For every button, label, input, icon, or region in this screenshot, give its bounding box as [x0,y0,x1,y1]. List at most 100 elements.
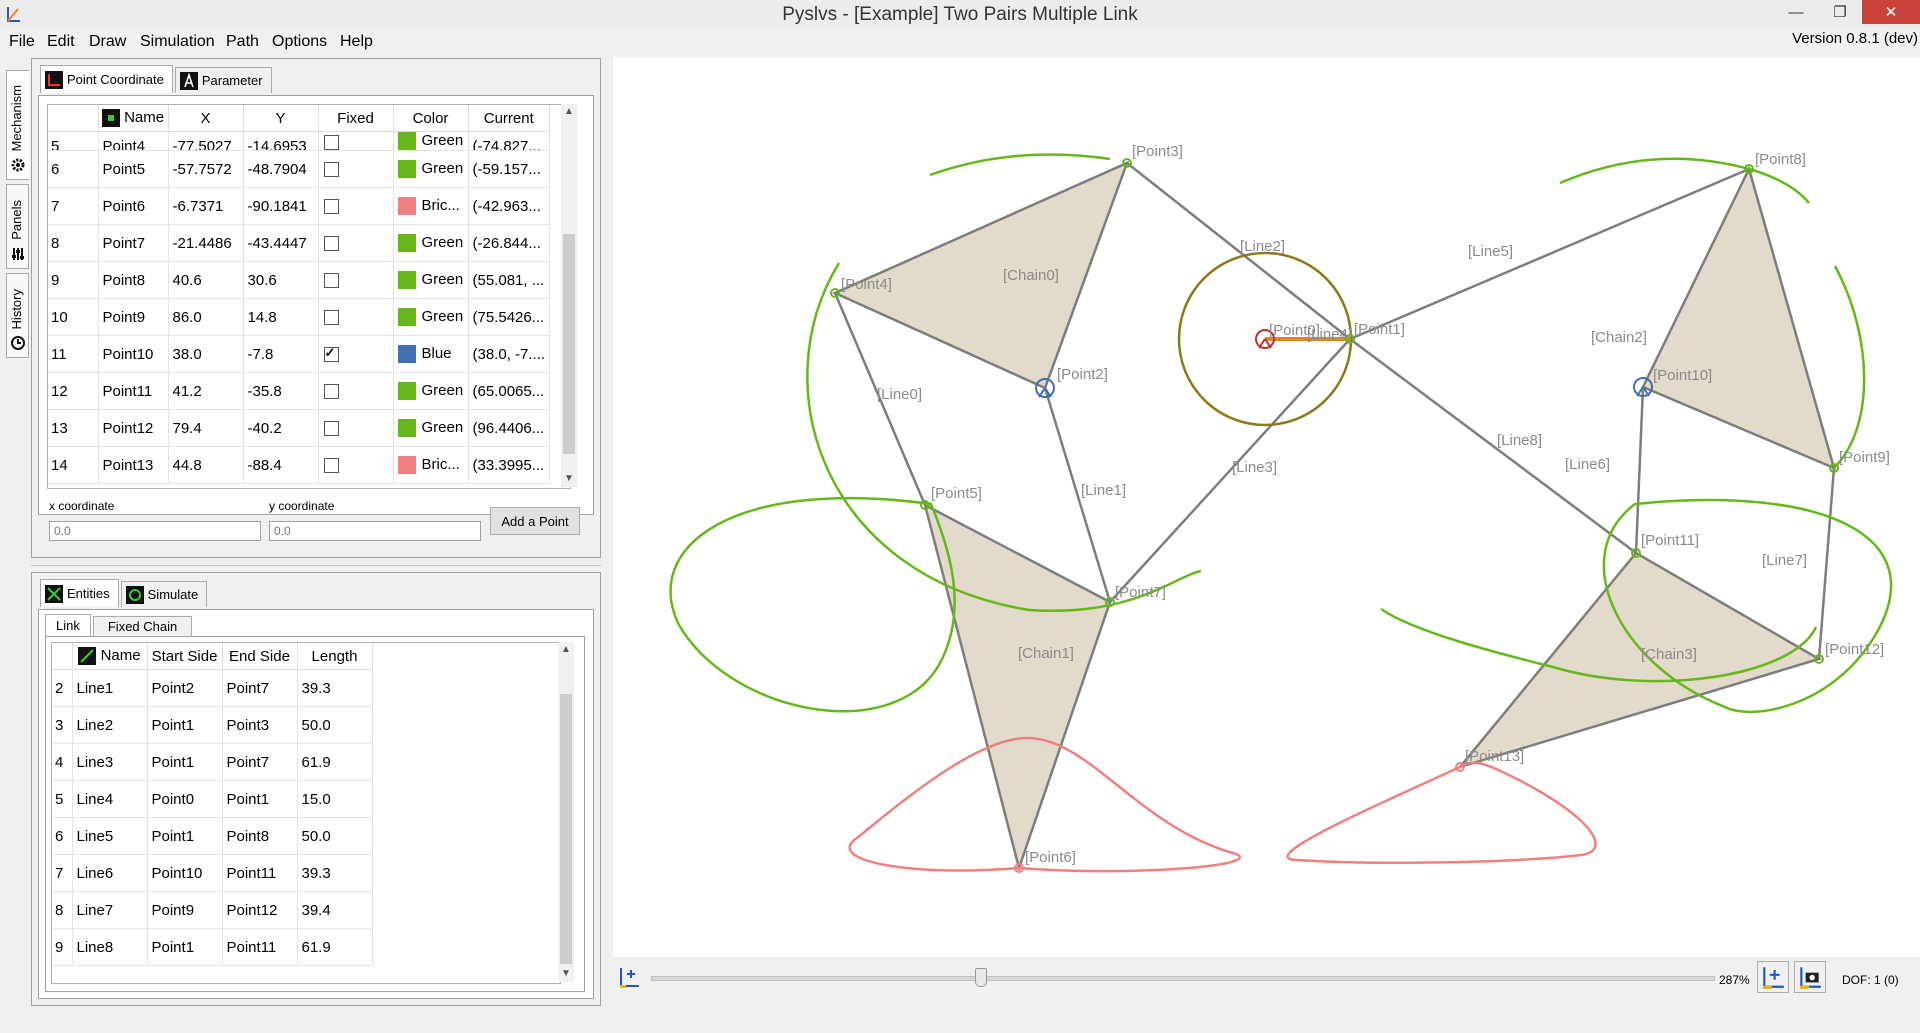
link-length-cell[interactable]: 39.3 [297,669,373,707]
chain0-shape[interactable] [831,160,1130,390]
point-y-cell[interactable]: -14.6953 [243,131,319,151]
table-row[interactable]: 5 Point4 -77.5027 -14.6953 Green (-74.827... [48,131,551,151]
panel-splitter[interactable] [31,565,601,570]
link-end-cell[interactable]: Point11 [222,854,298,892]
tab-entities[interactable]: Entities [40,579,119,607]
line7[interactable] [1817,467,1836,660]
link-start-cell[interactable]: Point1 [147,928,223,966]
point-y-cell[interactable]: -43.4447 [243,224,319,262]
point8-joint[interactable] [1744,164,1754,174]
fixed-checkbox[interactable] [323,135,339,150]
mechanism-canvas[interactable]: [Point0] [Point1] [Point2] [Point3] [Poi… [613,57,1920,957]
chain2-shape[interactable] [1641,165,1836,471]
table-row[interactable]: 9 Point8 40.6 30.6 Green (55.081, ... [48,261,551,299]
point5-joint[interactable] [920,500,930,510]
fixed-checkbox[interactable] [323,458,339,474]
point9-joint[interactable] [1829,463,1839,473]
table-row[interactable]: 4 Line3 Point1 Point7 61.9 [52,743,373,781]
table-row[interactable]: 7 Line6 Point10 Point11 39.3 [52,854,373,892]
fixed-checkbox[interactable] [323,384,339,400]
menu-options[interactable]: Options [272,33,328,50]
link-name-cell[interactable]: Line4 [72,780,148,818]
point-x-cell[interactable]: 38.0 [168,335,244,373]
tab-panels[interactable]: Panels [6,184,29,269]
point2-ground[interactable] [1035,378,1055,398]
add-point-tool-icon[interactable] [617,965,641,989]
point4-joint[interactable] [830,288,840,298]
scroll-down-icon[interactable]: ▼ [561,968,571,979]
tab-fixed-chain[interactable]: Fixed Chain [92,616,193,636]
link-name-cell[interactable]: Line7 [72,891,148,929]
chain3-shape[interactable] [1456,551,1823,770]
point-y-cell[interactable]: 14.8 [243,298,319,336]
table-row[interactable]: 8 Line7 Point9 Point12 39.4 [52,891,373,929]
link-length-cell[interactable]: 61.9 [297,928,373,966]
link-length-cell[interactable]: 15.0 [297,780,373,818]
link-start-cell[interactable]: Point2 [147,669,223,707]
scroll-up-icon[interactable]: ▲ [561,644,571,655]
point13-joint[interactable] [1455,762,1465,772]
point-color-cell[interactable]: Green [393,224,469,262]
point-x-cell[interactable]: 41.2 [168,372,244,410]
line0[interactable] [833,292,927,506]
link-end-cell[interactable]: Point3 [222,706,298,744]
point-color-cell[interactable]: Green [393,261,469,299]
chain1-shape[interactable] [923,502,1112,873]
point-fixed-cell[interactable] [318,409,394,447]
link-name-cell[interactable]: Line6 [72,854,148,892]
link-start-cell[interactable]: Point10 [147,854,223,892]
point-name-cell[interactable]: Point7 [98,224,169,262]
links-scrollbar[interactable]: ▲ ▼ [558,642,574,982]
tab-link[interactable]: Link [45,614,91,636]
link-name-cell[interactable]: Line5 [72,817,148,855]
point-y-cell[interactable]: -48.7904 [243,150,319,188]
table-row[interactable]: 9 Line8 Point1 Point11 61.9 [52,928,373,966]
table-row[interactable]: 13 Point12 79.4 -40.2 Green (96.4406... [48,409,551,447]
point-name-cell[interactable]: Point9 [98,298,169,336]
point-fixed-cell[interactable] [318,131,394,151]
add-point-button[interactable]: Add a Point [490,507,580,535]
table-row[interactable]: 2 Line1 Point2 Point7 39.3 [52,669,373,707]
x-coordinate-input[interactable] [49,521,261,541]
table-row[interactable]: 14 Point13 44.8 -88.4 Bric... (33.3995... [48,446,551,484]
zoom-slider-handle[interactable] [975,968,988,987]
link-start-cell[interactable]: Point1 [147,743,223,781]
minimize-icon[interactable]: — [1788,3,1804,21]
point-y-cell[interactable]: 30.6 [243,261,319,299]
point-name-cell[interactable]: Point4 [98,131,169,151]
point-y-cell[interactable]: -90.1841 [243,187,319,225]
fixed-checkbox[interactable] [323,310,339,326]
fixed-checkbox[interactable] [323,421,339,437]
table-row[interactable]: 7 Point6 -6.7371 -90.1841 Bric... (-42.963... [48,187,551,225]
point-name-cell[interactable]: Point10 [98,335,169,373]
point-name-cell[interactable]: Point6 [98,187,169,225]
point7-joint[interactable] [1105,597,1115,607]
tab-simulate[interactable]: Simulate [120,581,208,607]
link-name-cell[interactable]: Line8 [72,928,148,966]
point-x-cell[interactable]: 44.8 [168,446,244,484]
link-length-cell[interactable]: 50.0 [297,817,373,855]
point-x-cell[interactable]: -57.7572 [168,150,244,188]
line6[interactable] [1634,386,1645,554]
table-row[interactable]: 12 Point11 41.2 -35.8 Green (65.0065... [48,372,551,410]
point-x-cell[interactable]: 40.6 [168,261,244,299]
col-name[interactable]: Name [98,105,169,132]
link-end-cell[interactable]: Point12 [222,891,298,929]
line1[interactable] [1043,387,1112,603]
scroll-thumb[interactable] [560,694,572,964]
points-scrollbar[interactable]: ▲ ▼ [561,104,577,487]
link-start-cell[interactable]: Point1 [147,706,223,744]
point-color-cell[interactable]: Bric... [393,446,469,484]
fixed-checkbox[interactable] [323,236,339,252]
link-length-cell[interactable]: 50.0 [297,706,373,744]
point-fixed-cell[interactable] [318,298,394,336]
point-y-cell[interactable]: -7.8 [243,335,319,373]
point-x-cell[interactable]: -77.5027 [168,131,244,151]
point-x-cell[interactable]: 79.4 [168,409,244,447]
add-point-button-toolbar[interactable] [1757,961,1789,993]
fixed-checkbox[interactable] [323,162,339,178]
line8[interactable] [1349,337,1637,555]
point-y-cell[interactable]: -40.2 [243,409,319,447]
point-fixed-cell[interactable] [318,187,394,225]
